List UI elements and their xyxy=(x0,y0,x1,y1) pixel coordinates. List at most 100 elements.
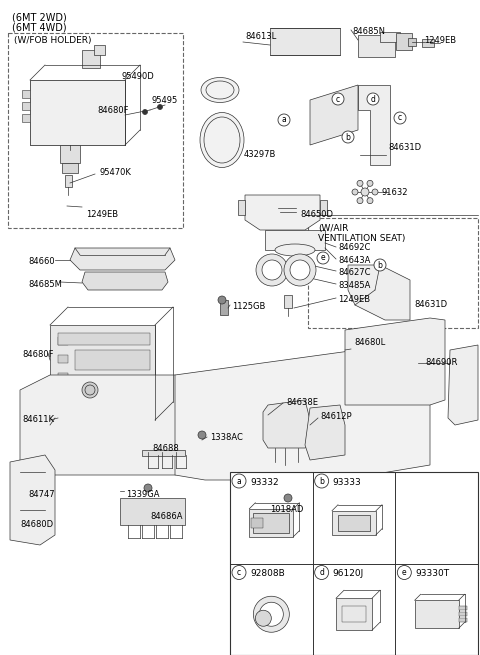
Bar xyxy=(58,333,150,345)
Circle shape xyxy=(352,189,358,195)
Bar xyxy=(265,230,325,250)
Text: 93333: 93333 xyxy=(333,478,361,487)
Polygon shape xyxy=(348,265,410,320)
Bar xyxy=(415,600,459,628)
Bar xyxy=(459,607,467,610)
Bar xyxy=(230,472,478,655)
Bar xyxy=(62,163,78,173)
Polygon shape xyxy=(263,400,310,448)
Circle shape xyxy=(262,260,282,280)
Polygon shape xyxy=(448,345,478,425)
Bar xyxy=(338,515,370,531)
Text: 95490D: 95490D xyxy=(122,72,155,81)
Text: 84660: 84660 xyxy=(28,257,55,266)
Bar xyxy=(58,391,68,399)
Bar xyxy=(22,114,30,122)
Bar xyxy=(342,607,366,622)
Bar xyxy=(249,509,293,536)
Text: 1249EB: 1249EB xyxy=(86,210,118,219)
Bar xyxy=(308,218,478,328)
Circle shape xyxy=(290,260,310,280)
Circle shape xyxy=(367,198,373,204)
Text: 84631D: 84631D xyxy=(388,143,421,152)
Text: 84631D: 84631D xyxy=(414,300,447,309)
Text: 84685M: 84685M xyxy=(28,280,62,289)
Bar xyxy=(82,50,100,68)
Ellipse shape xyxy=(200,113,244,168)
Circle shape xyxy=(357,180,363,186)
Polygon shape xyxy=(358,85,390,165)
Text: d: d xyxy=(371,94,375,103)
Circle shape xyxy=(82,382,98,398)
Text: c: c xyxy=(398,113,402,122)
Bar xyxy=(459,618,467,622)
Text: 84686A: 84686A xyxy=(150,512,182,521)
Bar xyxy=(58,337,68,345)
Text: 1339GA: 1339GA xyxy=(126,490,159,499)
Text: 84688: 84688 xyxy=(152,444,179,453)
Bar xyxy=(332,511,376,534)
Text: (6MT 4WD): (6MT 4WD) xyxy=(12,22,67,32)
Bar xyxy=(380,32,400,42)
Bar xyxy=(50,325,155,420)
Polygon shape xyxy=(310,85,358,145)
Text: 93330T: 93330T xyxy=(415,569,449,578)
Text: b: b xyxy=(346,132,350,141)
Circle shape xyxy=(367,93,379,105)
Polygon shape xyxy=(245,195,320,230)
Text: a: a xyxy=(237,476,241,485)
Circle shape xyxy=(284,254,316,286)
Polygon shape xyxy=(175,340,430,480)
Bar xyxy=(320,200,327,215)
Text: c: c xyxy=(237,568,241,577)
Circle shape xyxy=(394,112,406,124)
Text: 84680L: 84680L xyxy=(354,338,385,347)
Circle shape xyxy=(144,484,152,492)
Circle shape xyxy=(255,610,271,626)
Circle shape xyxy=(256,254,288,286)
Circle shape xyxy=(85,385,95,395)
Text: 91632: 91632 xyxy=(381,188,408,197)
Bar xyxy=(396,33,412,50)
Bar xyxy=(8,33,183,228)
Circle shape xyxy=(317,252,329,264)
Text: 84747: 84747 xyxy=(28,490,55,499)
Text: 84685N: 84685N xyxy=(352,27,385,36)
Polygon shape xyxy=(10,455,55,545)
Text: 95495: 95495 xyxy=(152,96,178,105)
Text: 84680F: 84680F xyxy=(97,106,129,115)
Bar xyxy=(408,38,416,46)
Text: 1249EB: 1249EB xyxy=(338,295,370,304)
Circle shape xyxy=(259,602,283,626)
Circle shape xyxy=(372,189,378,195)
Bar xyxy=(270,28,340,55)
Polygon shape xyxy=(30,80,125,145)
Text: c: c xyxy=(336,94,340,103)
Text: 43297B: 43297B xyxy=(244,150,276,159)
Text: 96120J: 96120J xyxy=(333,569,364,578)
Text: 84638E: 84638E xyxy=(286,398,318,407)
Circle shape xyxy=(157,105,163,109)
Polygon shape xyxy=(20,375,205,475)
Circle shape xyxy=(342,131,354,143)
Text: 84690R: 84690R xyxy=(425,358,457,367)
Ellipse shape xyxy=(201,77,239,102)
Circle shape xyxy=(332,93,344,105)
Bar xyxy=(75,350,150,370)
Circle shape xyxy=(315,474,329,488)
Text: d: d xyxy=(319,568,324,577)
Polygon shape xyxy=(82,272,168,290)
Bar xyxy=(336,598,372,630)
Text: b: b xyxy=(378,261,383,269)
Bar xyxy=(252,517,264,528)
Text: 95470K: 95470K xyxy=(100,168,132,177)
Text: 92808B: 92808B xyxy=(250,569,285,578)
Text: e: e xyxy=(402,568,407,577)
Circle shape xyxy=(284,494,292,502)
Bar xyxy=(284,295,292,308)
Circle shape xyxy=(374,259,386,271)
Circle shape xyxy=(218,296,226,304)
Text: (W/AIR: (W/AIR xyxy=(318,224,348,233)
Bar xyxy=(60,145,80,163)
Text: 93332: 93332 xyxy=(250,478,278,487)
